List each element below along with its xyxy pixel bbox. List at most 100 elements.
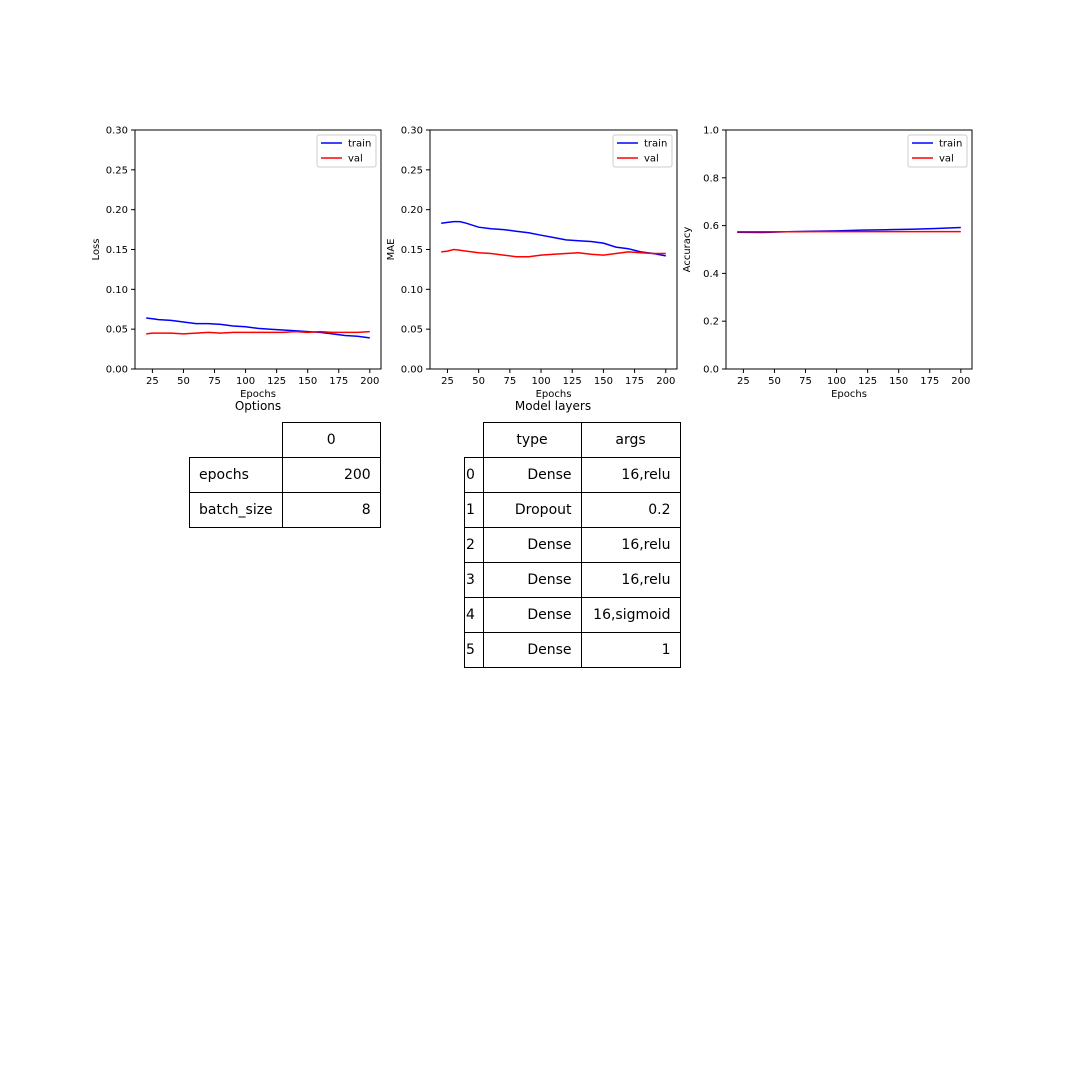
x-tick-label: 50 (472, 376, 485, 387)
y-tick-label: 0.15 (401, 245, 423, 256)
legend-label: val (644, 154, 659, 165)
y-tick-label: 0.30 (106, 126, 128, 137)
x-axis-label: Epochs (536, 389, 572, 400)
x-tick-label: 175 (329, 376, 348, 387)
x-tick-label: 200 (656, 376, 675, 387)
y-axis-label: Accuracy (682, 227, 693, 273)
legend-label: train (348, 139, 371, 150)
x-tick-label: 25 (146, 376, 159, 387)
table-header-row: 0 (190, 422, 381, 458)
legend-label: val (939, 154, 954, 165)
options-table-title: Options (234, 399, 282, 413)
y-tick-label: 0.20 (401, 205, 423, 216)
series-line-train (146, 317, 370, 339)
x-tick-label: 75 (503, 376, 516, 387)
legend-label: train (939, 139, 962, 150)
x-tick-label: 100 (531, 376, 550, 387)
table-header-row: type args (465, 422, 681, 458)
layer-type: Dense (482, 457, 582, 493)
series-line-val (441, 248, 666, 258)
legend-label: val (348, 154, 363, 165)
layer-args: 0.2 (580, 492, 681, 528)
row-index: 2 (464, 527, 484, 563)
layer-args: 16,relu (580, 562, 681, 598)
row-index: 0 (464, 457, 484, 493)
y-tick-label: 0.00 (106, 365, 128, 376)
x-tick-label: 125 (858, 376, 877, 387)
layer-type: Dense (482, 632, 582, 668)
x-tick-label: 125 (563, 376, 582, 387)
table-row: 2 Dense 16,relu (464, 527, 681, 563)
y-tick-label: 0.6 (703, 221, 719, 232)
table-corner-cell (465, 423, 484, 458)
row-index: 4 (464, 597, 484, 633)
layers-table-title: Model layers (514, 399, 592, 413)
row-index: 1 (464, 492, 484, 528)
layers-table: type args 0 Dense 16,relu 1 Dropout 0.2 … (464, 422, 681, 668)
row-value: 8 (281, 492, 381, 528)
y-tick-label: 0.25 (401, 165, 423, 176)
y-tick-label: 0.8 (703, 173, 719, 184)
y-tick-label: 0.05 (401, 325, 423, 336)
x-tick-label: 200 (360, 376, 379, 387)
x-tick-label: 50 (177, 376, 190, 387)
layer-type: Dropout (482, 492, 582, 528)
y-tick-label: 0.15 (106, 245, 128, 256)
table-row: 0 Dense 16,relu (464, 457, 681, 493)
y-axis-label: Loss (91, 239, 102, 261)
row-index: 5 (464, 632, 484, 668)
x-tick-label: 150 (889, 376, 908, 387)
row-label: batch_size (189, 492, 283, 528)
table-row: 4 Dense 16,sigmoid (464, 597, 681, 633)
x-tick-label: 100 (236, 376, 255, 387)
y-tick-label: 0.0 (703, 365, 719, 376)
y-tick-label: 0.2 (703, 317, 719, 328)
table-header-cell: 0 (281, 422, 381, 458)
x-axis-label: Epochs (240, 389, 276, 400)
x-tick-label: 75 (799, 376, 812, 387)
y-tick-label: 0.10 (106, 285, 128, 296)
legend-label: train (644, 139, 667, 150)
x-tick-label: 75 (208, 376, 221, 387)
layer-args: 16,relu (580, 527, 681, 563)
y-tick-label: 0.00 (401, 365, 423, 376)
row-value: 200 (281, 457, 381, 493)
y-tick-label: 0.25 (106, 165, 128, 176)
row-label: epochs (189, 457, 283, 493)
series-line-val (146, 330, 370, 335)
x-tick-label: 175 (920, 376, 939, 387)
x-tick-label: 175 (625, 376, 644, 387)
layer-type: Dense (482, 597, 582, 633)
x-tick-label: 200 (951, 376, 970, 387)
row-index: 3 (464, 562, 484, 598)
x-tick-label: 125 (267, 376, 286, 387)
layer-args: 1 (580, 632, 681, 668)
series-line-train (441, 220, 666, 257)
y-tick-label: 0.05 (106, 325, 128, 336)
layer-args: 16,relu (580, 457, 681, 493)
x-tick-label: 100 (827, 376, 846, 387)
y-axis-label: MAE (386, 239, 397, 261)
options-table: 0 epochs 200 batch_size 8 (189, 422, 381, 528)
y-tick-label: 0.20 (106, 205, 128, 216)
y-tick-label: 0.30 (401, 126, 423, 137)
table-row: 1 Dropout 0.2 (464, 492, 681, 528)
x-tick-label: 50 (768, 376, 781, 387)
x-tick-label: 150 (594, 376, 613, 387)
y-tick-label: 1.0 (703, 126, 719, 137)
table-header-cell: args (580, 422, 681, 458)
x-tick-label: 25 (441, 376, 454, 387)
y-tick-label: 0.4 (703, 269, 719, 280)
table-row: batch_size 8 (189, 492, 381, 528)
x-axis-label: Epochs (831, 389, 867, 400)
table-row: 5 Dense 1 (464, 632, 681, 668)
table-header-cell: type (482, 422, 582, 458)
layer-args: 16,sigmoid (580, 597, 681, 633)
table-row: 3 Dense 16,relu (464, 562, 681, 598)
x-tick-label: 25 (737, 376, 750, 387)
table-row: epochs 200 (189, 457, 381, 493)
table-corner-cell (190, 423, 283, 458)
layer-type: Dense (482, 527, 582, 563)
layer-type: Dense (482, 562, 582, 598)
